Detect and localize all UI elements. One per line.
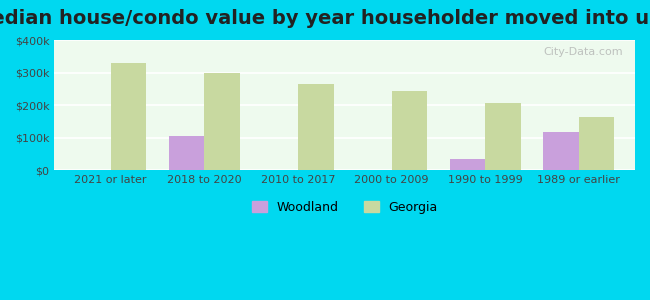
Bar [578, 118, 614, 170]
Bar [169, 136, 204, 170]
Bar [450, 160, 485, 170]
Bar [391, 91, 427, 170]
Legend: Woodland, Georgia: Woodland, Georgia [246, 196, 443, 219]
Bar [543, 132, 578, 170]
Bar [485, 103, 521, 170]
Bar [298, 84, 333, 170]
Text: Median house/condo value by year householder moved into unit: Median house/condo value by year househo… [0, 9, 650, 28]
Text: City-Data.com: City-Data.com [544, 46, 623, 56]
Bar [111, 63, 146, 170]
Bar [204, 73, 240, 170]
